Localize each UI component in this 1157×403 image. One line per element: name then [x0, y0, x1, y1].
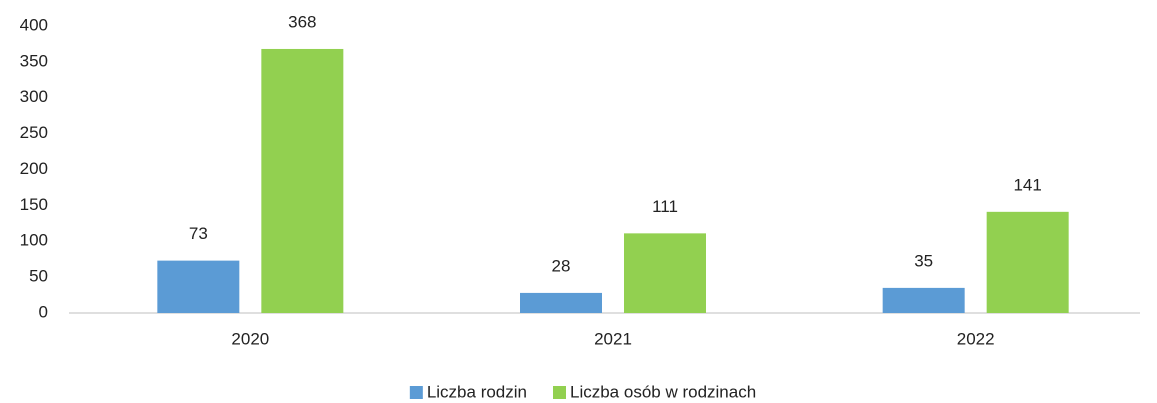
data-label: 28	[552, 256, 571, 275]
y-tick-label: 300	[20, 87, 48, 106]
data-label: 111	[652, 197, 678, 216]
y-tick-label: 150	[20, 195, 48, 214]
legend-label: Liczba osób w rodzinach	[570, 382, 756, 401]
y-tick-label: 350	[20, 51, 48, 70]
legend-swatch	[553, 386, 566, 399]
y-tick-label: 200	[20, 159, 48, 178]
y-tick-label: 250	[20, 123, 48, 142]
legend-label: Liczba rodzin	[427, 382, 527, 401]
y-tick-label: 100	[20, 231, 48, 250]
bar	[261, 48, 344, 314]
data-label: 35	[914, 251, 933, 270]
x-tick-label: 2020	[231, 329, 269, 348]
data-label: 73	[189, 224, 208, 243]
bar	[986, 211, 1069, 313]
y-tick-label: 400	[20, 15, 48, 34]
legend-swatch	[409, 386, 423, 399]
x-tick-label: 2022	[957, 329, 995, 348]
bar	[157, 260, 240, 313]
x-tick-label: 2021	[594, 329, 632, 348]
bar	[520, 292, 602, 313]
data-label: 368	[288, 12, 316, 31]
y-tick-label: 50	[29, 267, 48, 286]
bar	[624, 233, 706, 313]
bar	[882, 287, 965, 313]
y-tick-label: 0	[39, 302, 48, 321]
data-label: 141	[1013, 175, 1041, 194]
